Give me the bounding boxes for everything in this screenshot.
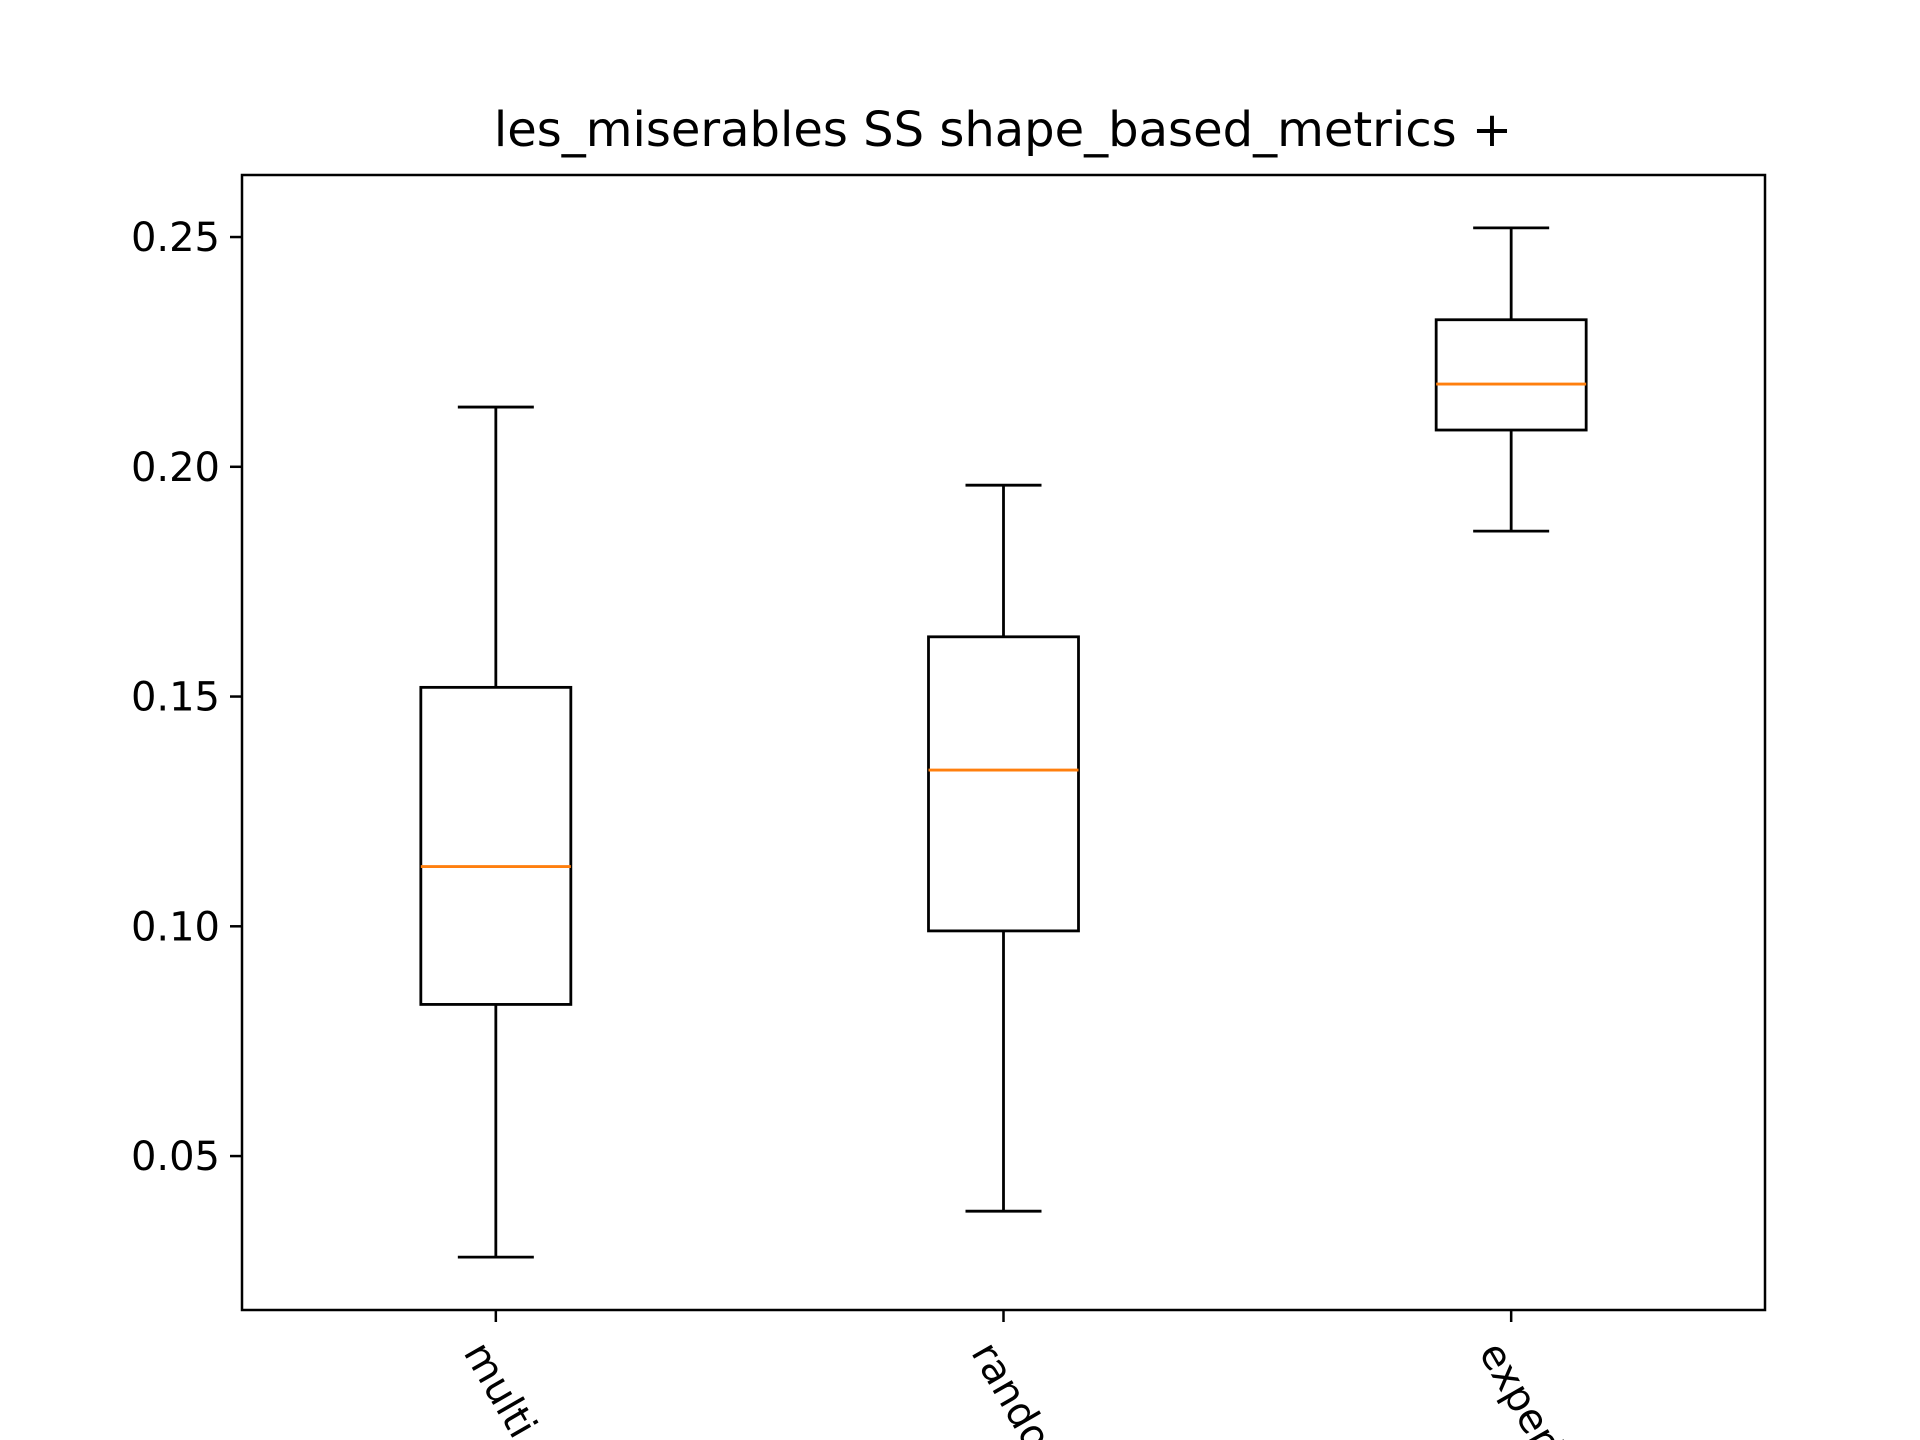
y-tick-label: 0.05: [131, 1134, 220, 1180]
plot-frame: [240, 173, 1767, 1312]
y-tick-label: 0.10: [131, 904, 220, 950]
y-axis: 0.05 0.10 0.15 0.20 0.25: [131, 215, 242, 1180]
box-1: [419, 405, 573, 1259]
y-tick-label: 0.20: [131, 445, 220, 491]
chart-title: les_miserables SS shape_based_metrics +: [494, 102, 1512, 158]
iqr-box: [1434, 318, 1588, 432]
x-tick-label: multi_o: [454, 1334, 567, 1440]
boxes-layer: [419, 226, 1588, 1259]
x-tick-label: experie: [1470, 1334, 1585, 1440]
box-2: [927, 483, 1080, 1213]
y-tick-label: 0.25: [131, 215, 220, 261]
iqr-box: [419, 685, 573, 1006]
y-tick-label: 0.15: [131, 675, 220, 721]
x-tick-label: random: [962, 1334, 1079, 1440]
iqr-box: [927, 635, 1080, 933]
box-3: [1434, 226, 1588, 533]
x-axis: multi_o random experie: [454, 1310, 1584, 1440]
